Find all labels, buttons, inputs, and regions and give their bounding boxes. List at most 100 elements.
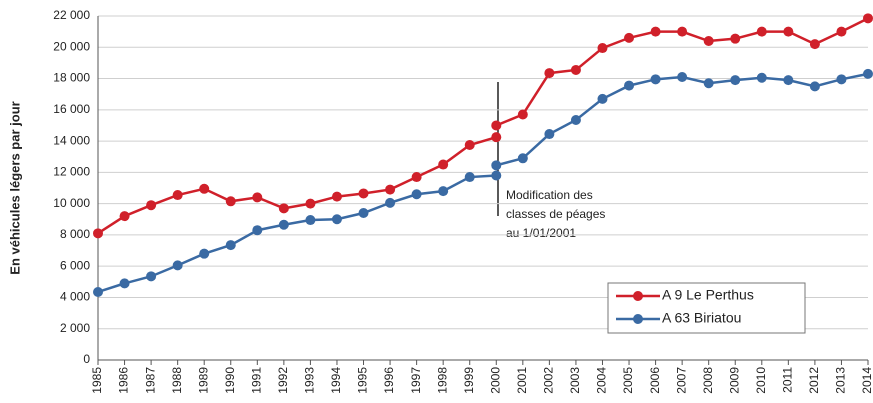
x-tick-label: 2013 [834,367,848,394]
data-point [278,219,289,230]
y-tick-label: 6 000 [60,258,90,272]
series-line [97,17,869,235]
data-point [199,183,210,194]
data-point [677,26,688,37]
data-point [730,33,741,44]
data-point [544,129,555,140]
data-point [756,26,767,37]
x-tick-label: 1989 [196,367,210,394]
data-point [570,114,581,125]
data-point [491,132,502,143]
annotation: au 1/01/2001 [506,226,576,240]
x-tick-label: 1992 [276,367,290,394]
y-tick-label: 22 000 [53,8,90,22]
x-tick-label: 1985 [90,367,104,394]
legend-label: A 9 Le Perthus [662,287,754,303]
x-tick-label: 2001 [515,367,529,394]
data-point [464,140,475,150]
x-tick-label: 2000 [488,367,502,394]
x-tick-label: 1997 [409,367,423,394]
data-point [836,74,847,85]
x-tick-label: 2008 [701,367,715,394]
data-point [597,93,608,104]
data-point [146,271,157,282]
data-point [225,240,236,251]
data-point [438,186,449,197]
series-line [97,72,869,294]
data-point [624,32,635,43]
annotation: classes de péages [506,207,605,221]
data-point [119,278,130,289]
data-point [809,81,820,92]
data-point [703,36,714,47]
data-point [517,153,528,164]
data-point [756,72,767,83]
data-point [464,172,475,183]
x-tick-label: 1996 [382,367,396,394]
data-point [517,109,528,120]
data-point [146,200,157,211]
data-point [570,64,581,75]
y-tick-label: 12 000 [53,165,90,179]
data-point [172,260,183,271]
data-point [703,78,714,89]
data-point [385,197,396,208]
data-point [491,120,502,131]
x-tick-label: 2014 [860,367,873,394]
x-tick-label: 2007 [674,367,688,394]
x-tick-label: 1987 [143,367,157,394]
x-tick-label: 1995 [356,367,370,394]
data-point [597,43,608,54]
data-point [358,188,369,199]
data-point [199,248,210,259]
x-tick-label: 2012 [807,367,821,394]
data-point [863,68,873,79]
y-tick-label: 4 000 [60,290,90,304]
x-tick-label: 1994 [329,367,343,394]
data-point [783,75,794,86]
data-point [491,160,502,171]
data-point [544,68,555,79]
x-tick-label: 1990 [223,367,237,394]
data-point [863,13,873,24]
y-axis-label: En véhicules légers par jour [7,101,22,274]
x-tick-label: 2011 [781,367,795,393]
data-point [331,214,342,225]
data-point [305,198,316,209]
x-tick-label: 2005 [621,367,635,394]
legend-box [607,282,806,334]
data-point [93,228,103,239]
data-point [411,189,422,200]
data-point [624,80,635,91]
data-point [677,71,688,82]
data-point [172,190,183,201]
y-tick-label: 2 000 [60,321,90,335]
data-point [225,196,236,207]
data-point [278,203,289,214]
data-point [331,191,342,202]
data-point [836,26,847,37]
data-point [385,184,396,195]
data-point [358,208,369,219]
x-tick-label: 2002 [542,367,556,394]
legend-swatch [633,314,643,324]
data-point [438,159,449,170]
x-tick-label: 2006 [648,367,662,394]
data-point [809,39,820,50]
x-tick-label: 2009 [727,367,741,394]
x-tick-label: 1998 [435,367,449,394]
x-tick-label: 1988 [170,367,184,394]
y-tick-label: 0 [83,352,90,366]
data-point [411,172,422,183]
x-tick-label: 2003 [568,367,582,394]
data-point [491,170,502,181]
data-point [93,286,103,297]
x-tick-label: 2004 [595,367,609,394]
data-point [783,26,794,37]
x-tick-label: 1993 [303,367,317,394]
data-point [252,192,263,203]
data-point [305,215,316,226]
data-point [650,74,661,85]
x-tick-label: 1986 [117,367,131,394]
